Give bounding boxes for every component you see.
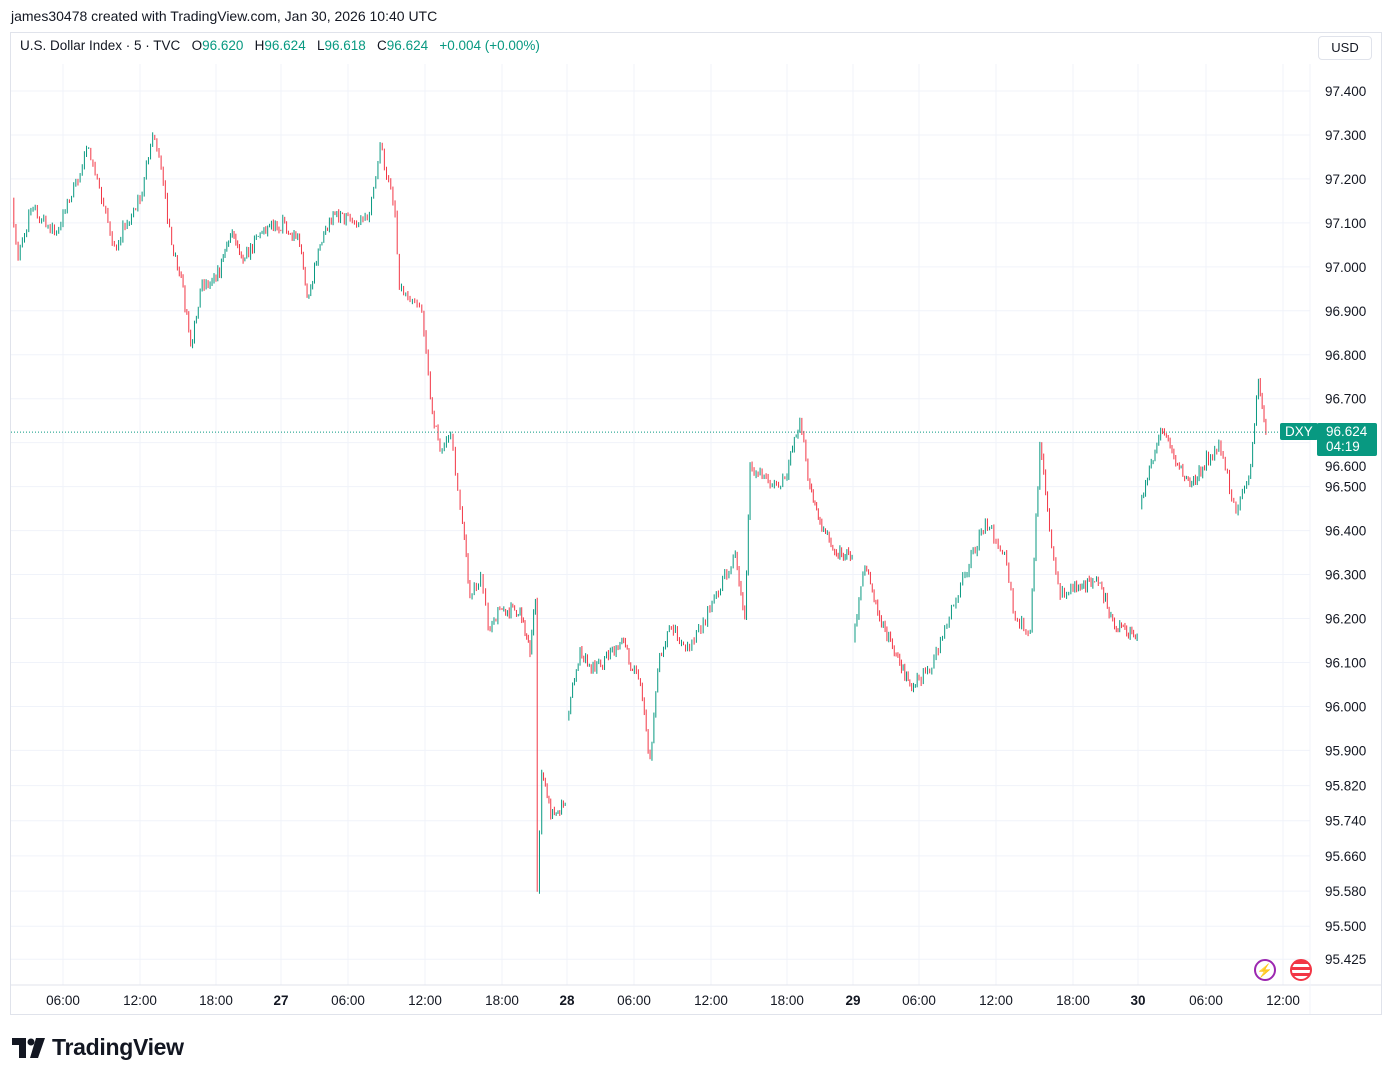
- chart-frame: [10, 32, 1382, 1015]
- time-tick-label: 06:00: [331, 993, 365, 1008]
- logo-text: TradingView: [52, 1034, 184, 1060]
- symbol-title[interactable]: U.S. Dollar Index · 5 · TVC: [20, 38, 181, 53]
- time-tick-label: 18:00: [199, 993, 233, 1008]
- time-tick-label: 12:00: [979, 993, 1013, 1008]
- time-tick-label: 27: [273, 993, 288, 1008]
- time-tick-label: 18:00: [770, 993, 804, 1008]
- price-tick-label: 96.000: [1325, 699, 1366, 714]
- price-tick-label: 95.500: [1325, 919, 1366, 934]
- open-value: 96.620: [202, 38, 244, 53]
- change-value: +0.004 (+0.00%): [439, 38, 540, 53]
- price-tick-label: 97.100: [1325, 216, 1366, 231]
- low-value: 96.618: [324, 38, 366, 53]
- ohlc-legend: U.S. Dollar Index · 5 · TVC O96.620 H96.…: [20, 38, 540, 53]
- currency-button[interactable]: USD: [1318, 36, 1372, 60]
- price-tick-label: 96.600: [1325, 459, 1366, 474]
- lightning-icon[interactable]: ⚡: [1254, 959, 1276, 981]
- price-tick-label: 96.700: [1325, 392, 1366, 407]
- price-tick-label: 97.200: [1325, 172, 1366, 187]
- price-tick-label: 96.200: [1325, 612, 1366, 627]
- time-tick-label: 29: [845, 993, 860, 1008]
- price-tick-label: 95.580: [1325, 884, 1366, 899]
- price-tick-label: 96.500: [1325, 480, 1366, 495]
- last-price-value: 96.624: [1326, 424, 1368, 439]
- tradingview-logo-icon: [12, 1037, 45, 1058]
- high-label: H: [254, 38, 265, 53]
- ticker-tag: DXY: [1280, 423, 1318, 440]
- price-tick-label: 96.300: [1325, 568, 1366, 583]
- time-tick-label: 30: [1130, 993, 1145, 1008]
- price-tick-label: 97.400: [1325, 84, 1366, 99]
- high-value: 96.624: [264, 38, 306, 53]
- last-price-tag: 96.624 04:19: [1317, 423, 1377, 456]
- price-tick-label: 96.800: [1325, 348, 1366, 363]
- price-tick-label: 96.100: [1325, 655, 1366, 670]
- close-label: C: [377, 38, 387, 53]
- time-tick-label: 18:00: [485, 993, 519, 1008]
- bar-countdown: 04:19: [1326, 439, 1360, 454]
- time-tick-label: 12:00: [408, 993, 442, 1008]
- time-tick-label: 28: [559, 993, 575, 1008]
- price-tick-label: 97.000: [1325, 260, 1366, 275]
- time-tick-label: 06:00: [1189, 993, 1223, 1008]
- price-tick-label: 95.820: [1325, 779, 1366, 794]
- time-tick-label: 12:00: [123, 993, 157, 1008]
- tradingview-logo[interactable]: TradingView: [12, 1034, 184, 1061]
- price-tick-label: 95.425: [1325, 952, 1366, 967]
- time-tick-label: 18:00: [1056, 993, 1090, 1008]
- time-tick-label: 12:00: [694, 993, 728, 1008]
- price-tick-label: 95.740: [1325, 814, 1366, 829]
- time-tick-label: 06:00: [617, 993, 651, 1008]
- close-value: 96.624: [386, 38, 429, 53]
- open-label: O: [191, 38, 203, 53]
- price-tick-label: 95.660: [1325, 849, 1366, 864]
- chart-caption: james30478 created with TradingView.com,…: [11, 8, 438, 24]
- low-label: L: [316, 38, 325, 53]
- price-tick-label: 97.300: [1325, 128, 1366, 143]
- time-tick-label: 12:00: [1266, 993, 1300, 1008]
- time-tick-label: 06:00: [46, 993, 80, 1008]
- price-tick-label: 95.900: [1325, 743, 1366, 758]
- us-flag-icon[interactable]: [1290, 959, 1312, 981]
- price-tick-label: 96.400: [1325, 524, 1366, 539]
- price-tick-label: 96.900: [1325, 304, 1366, 319]
- time-tick-label: 06:00: [902, 993, 936, 1008]
